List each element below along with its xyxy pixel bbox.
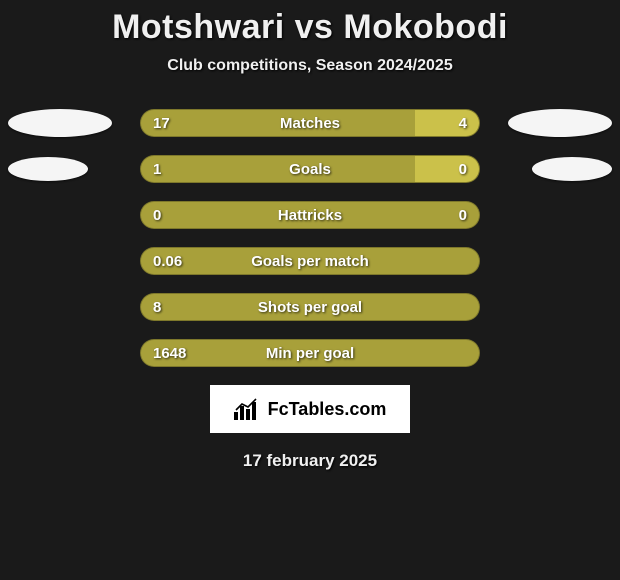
stat-label: Hattricks (141, 202, 479, 229)
stat-row: 0.06Goals per match (0, 247, 620, 275)
player-ellipse-left (8, 157, 88, 181)
stat-bar: 0Hattricks0 (140, 201, 480, 229)
logo-box: FcTables.com (210, 385, 410, 433)
stat-row: 0Hattricks0 (0, 201, 620, 229)
stat-bar: 17Matches4 (140, 109, 480, 137)
player-ellipse-left (8, 109, 112, 137)
player-ellipse-right (532, 157, 612, 181)
logo-text: FcTables.com (268, 399, 387, 420)
page-title: Motshwari vs Mokobodi (0, 8, 620, 47)
stat-value-right: 0 (459, 156, 467, 183)
stat-value-right: 4 (459, 110, 467, 137)
stat-rows: 17Matches41Goals00Hattricks00.06Goals pe… (0, 109, 620, 367)
stat-label: Shots per goal (141, 294, 479, 321)
stat-row: 1Goals0 (0, 155, 620, 183)
stat-row: 8Shots per goal (0, 293, 620, 321)
stat-bar: 0.06Goals per match (140, 247, 480, 275)
stat-label: Goals per match (141, 248, 479, 275)
stat-bar: 8Shots per goal (140, 293, 480, 321)
stat-bar: 1648Min per goal (140, 339, 480, 367)
stat-row: 1648Min per goal (0, 339, 620, 367)
bar-chart-icon (234, 398, 262, 420)
stat-value-right: 0 (459, 202, 467, 229)
page-subtitle: Club competitions, Season 2024/2025 (0, 57, 620, 75)
player-ellipse-right (508, 109, 612, 137)
date-label: 17 february 2025 (0, 451, 620, 471)
stat-label: Goals (141, 156, 479, 183)
stat-row: 17Matches4 (0, 109, 620, 137)
stat-label: Matches (141, 110, 479, 137)
comparison-infographic: Motshwari vs Mokobodi Club competitions,… (0, 0, 620, 580)
stat-label: Min per goal (141, 340, 479, 367)
stat-bar: 1Goals0 (140, 155, 480, 183)
